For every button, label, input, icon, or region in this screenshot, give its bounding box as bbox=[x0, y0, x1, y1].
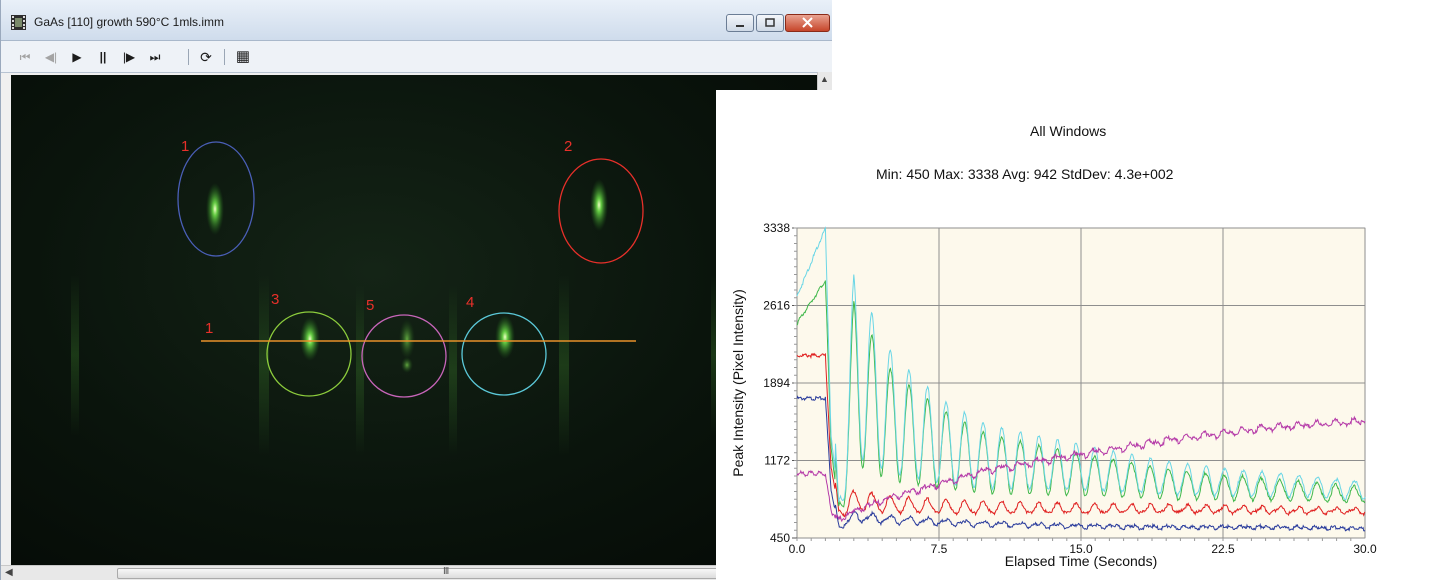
measurement-window-4[interactable] bbox=[461, 312, 547, 396]
horizontal-scrollbar[interactable]: ◀ III bbox=[1, 565, 817, 580]
rheed-image-viewport[interactable]: 1 2 3 5 4 1 bbox=[11, 75, 817, 565]
diffraction-streak bbox=[711, 275, 719, 435]
x-tick-label: 22.5 bbox=[1211, 542, 1235, 556]
maximize-icon bbox=[765, 18, 775, 27]
play-button[interactable]: ▶ bbox=[72, 50, 82, 64]
diffraction-spot bbox=[206, 183, 224, 235]
minimize-button[interactable] bbox=[726, 14, 754, 32]
measurement-window-3[interactable] bbox=[266, 311, 352, 397]
series-line bbox=[796, 395, 1366, 532]
measurement-window-2[interactable] bbox=[558, 158, 644, 264]
diffraction-streak bbox=[559, 275, 569, 455]
chart-statistics: Min: 450 Max: 3338 Avg: 942 StdDev: 4.3e… bbox=[876, 166, 1174, 182]
x-tick-label: 7.5 bbox=[931, 542, 948, 556]
intensity-plot[interactable]: 0.0 7.5 15.0 22.5 30.0 450 1172 1894 2616 3338 Ela… bbox=[716, 90, 1435, 580]
first-frame-button[interactable]: ⏮ bbox=[19, 50, 31, 64]
toolbar-separator bbox=[188, 49, 189, 65]
horizontal-scroll-thumb[interactable]: III bbox=[117, 566, 817, 579]
pause-button[interactable]: || bbox=[99, 50, 107, 64]
previous-frame-button[interactable]: ◀| bbox=[44, 50, 58, 64]
y-tick-label: 3338 bbox=[763, 221, 790, 235]
next-frame-button[interactable]: |▶ bbox=[122, 50, 136, 64]
window-label-1: 1 bbox=[181, 138, 189, 155]
export-button[interactable]: ▦ bbox=[235, 48, 251, 65]
measurement-window-5[interactable] bbox=[361, 314, 447, 398]
diffraction-streak bbox=[449, 285, 457, 455]
window-label-5: 5 bbox=[366, 297, 374, 314]
x-tick-label: 15.0 bbox=[1069, 542, 1093, 556]
close-button[interactable] bbox=[785, 14, 830, 32]
scroll-left-icon[interactable]: ◀ bbox=[5, 567, 13, 578]
video-window: GaAs [110] growth 590°C 1mls.imm ⏮ ◀| ▶ … bbox=[0, 0, 832, 580]
x-tick-label: 0.0 bbox=[789, 542, 806, 556]
close-icon bbox=[802, 17, 813, 28]
diffraction-streak bbox=[259, 275, 269, 455]
diffraction-spot bbox=[495, 315, 515, 359]
title-bar[interactable]: GaAs [110] growth 590°C 1mls.imm bbox=[1, 0, 832, 41]
toolbar-separator bbox=[224, 49, 225, 65]
window-title: GaAs [110] growth 590°C 1mls.imm bbox=[34, 15, 224, 29]
diffraction-streak bbox=[71, 275, 79, 435]
window-label-4: 4 bbox=[466, 294, 474, 311]
window-label-3: 3 bbox=[271, 291, 279, 308]
minimize-icon bbox=[736, 25, 744, 27]
playback-toolbar: ⏮ ◀| ▶ || |▶ ⏭ ⟳ ▦ bbox=[1, 41, 832, 73]
y-tick-label: 450 bbox=[770, 531, 790, 545]
x-tick-label: 30.0 bbox=[1353, 542, 1377, 556]
scroll-grip: III bbox=[443, 566, 449, 577]
x-axis-label: Elapsed Time (Seconds) bbox=[1005, 553, 1158, 569]
scroll-up-icon[interactable]: ▲ bbox=[820, 74, 829, 84]
y-tick-label: 1894 bbox=[763, 376, 790, 390]
maximize-button[interactable] bbox=[756, 14, 784, 32]
series-line bbox=[796, 415, 1366, 523]
chart-title: All Windows bbox=[1030, 123, 1107, 139]
rheed-pattern: 1 2 3 5 4 1 bbox=[71, 138, 719, 455]
diffraction-streak bbox=[356, 285, 364, 455]
y-tick-label: 1172 bbox=[764, 454, 790, 468]
loop-button[interactable]: ⟳ bbox=[200, 49, 212, 65]
line-label-1: 1 bbox=[205, 320, 213, 337]
measurement-window-1[interactable] bbox=[177, 141, 255, 257]
y-axis-label: Peak Intensity (Pixel Intensity) bbox=[730, 289, 746, 477]
window-label-2: 2 bbox=[564, 138, 572, 155]
film-strip-icon bbox=[11, 15, 26, 30]
last-frame-button[interactable]: ⏭ bbox=[149, 50, 161, 64]
series-line bbox=[796, 352, 1366, 518]
y-tick-label: 2616 bbox=[763, 299, 790, 313]
diffraction-spot bbox=[300, 317, 320, 361]
diffraction-spot bbox=[590, 179, 608, 231]
diffraction-spot bbox=[401, 357, 413, 373]
series-line bbox=[796, 226, 1366, 503]
intensity-chart-panel: All Windows Min: 450 Max: 3338 Avg: 942 … bbox=[716, 90, 1435, 580]
diffraction-spot bbox=[399, 319, 415, 359]
